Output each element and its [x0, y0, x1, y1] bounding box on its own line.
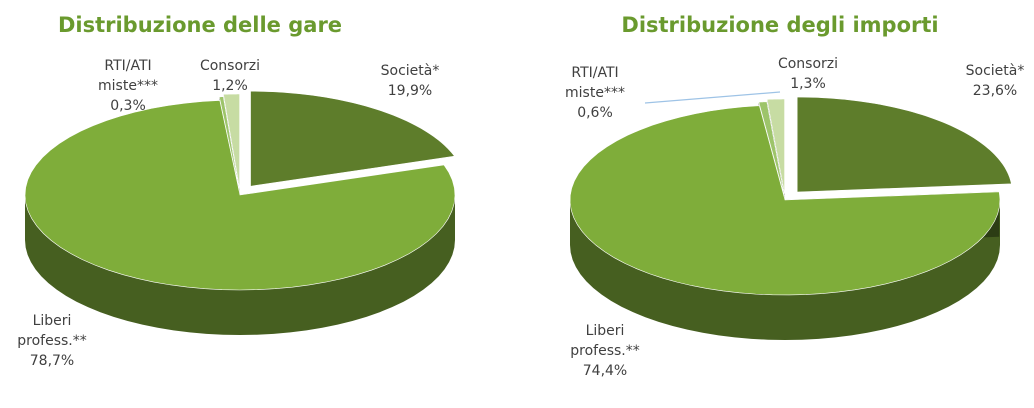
pie-slice — [250, 90, 456, 187]
value-label: 78,7% — [30, 353, 74, 369]
chart-title: Distribuzione delle gare — [58, 13, 342, 37]
pie-slice — [796, 96, 1012, 193]
value-label: 1,2% — [212, 78, 248, 94]
pie-slice — [766, 98, 785, 195]
category-label: RTI/ATI miste*** — [98, 58, 158, 94]
category-label: Società* — [381, 63, 440, 79]
slice-tops — [569, 96, 1012, 296]
value-label: 74,4% — [583, 363, 627, 379]
category-label: Consorzi — [778, 56, 838, 72]
category-label: RTI/ATI miste*** — [565, 65, 625, 101]
leader-line — [644, 91, 781, 104]
pie-slice — [223, 93, 240, 190]
category-label: Consorzi — [200, 58, 260, 74]
slice-side — [25, 195, 455, 335]
category-label: Liberi profess.** — [17, 313, 86, 349]
category-label: Liberi profess.** — [570, 323, 639, 359]
value-label: 0,3% — [110, 98, 146, 114]
value-label: 1,3% — [790, 76, 826, 92]
pie-slice — [569, 105, 1001, 296]
pie-slice — [218, 96, 240, 192]
value-label: 23,6% — [973, 83, 1017, 99]
category-label: Società* — [966, 63, 1025, 79]
slice-tops — [24, 90, 456, 291]
slice-side — [570, 200, 1000, 340]
chart-title: Distribuzione degli importi — [621, 13, 938, 37]
pie-slice — [758, 101, 785, 197]
pie-slice — [24, 100, 456, 291]
value-label: 19,9% — [388, 83, 432, 99]
value-label: 0,6% — [577, 105, 613, 121]
